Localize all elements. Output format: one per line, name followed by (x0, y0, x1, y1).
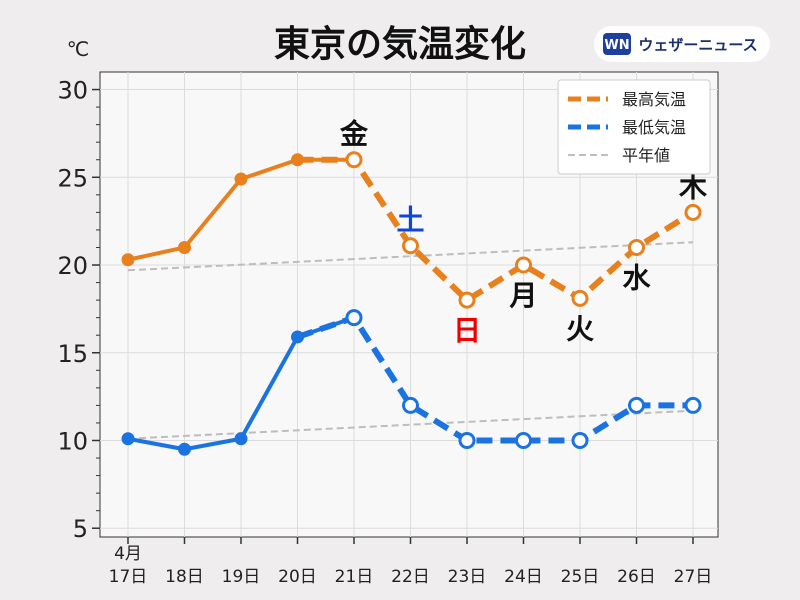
x-tick-label: 22日 (391, 567, 430, 587)
y-tick-label: 25 (57, 164, 88, 192)
x-tick-label: 26日 (617, 567, 656, 587)
low-point (571, 431, 589, 449)
low-point (402, 396, 419, 414)
axes: 5 10 15 20 25 30 17日 18日 19日 20日 21日 22日 23日 24日 25日 26… (57, 77, 712, 587)
legend-label-high: 最高気温 (622, 90, 686, 109)
x-tick-label: 27日 (674, 567, 713, 587)
normal-line-low (127, 409, 694, 440)
high-point (571, 289, 589, 307)
y-tick-label: 30 (57, 77, 88, 105)
x-month-label: 4月 (114, 544, 142, 564)
low-point (458, 431, 476, 449)
day-label: 火 (566, 312, 594, 345)
x-tick-label: 19日 (222, 567, 261, 587)
x-tick-label: 24日 (504, 567, 543, 587)
day-label: 土 (396, 204, 424, 237)
high-forecast-line (297, 156, 695, 304)
x-tick-label: 25日 (561, 567, 600, 587)
low-point (628, 396, 645, 414)
y-unit-label: ℃ (67, 37, 89, 61)
x-tick-label: 21日 (335, 567, 374, 587)
day-label: 金 (339, 118, 369, 151)
low-point (121, 432, 135, 446)
day-label: 月 (508, 279, 537, 312)
low-point (345, 309, 363, 327)
high-point (345, 151, 363, 169)
high-point (515, 256, 532, 274)
y-tick-label: 15 (57, 340, 88, 368)
brand-logo: WN ウェザーニュース (594, 26, 770, 62)
high-point (234, 172, 248, 186)
high-point (291, 153, 304, 167)
brand-mark: WN (604, 38, 629, 53)
legend-label-normal: 平年値 (622, 146, 670, 165)
high-point (628, 238, 645, 256)
legend: 最高気温 最低気温 平年値 (557, 79, 711, 175)
legend-label-low: 最低気温 (622, 118, 686, 137)
x-tick-label: 20日 (278, 567, 317, 587)
series-high (121, 151, 702, 309)
low-forecast-line (296, 314, 693, 444)
low-point (178, 442, 191, 456)
normal-lines (127, 241, 694, 440)
x-tick-label: 18日 (165, 567, 204, 587)
high-point (458, 291, 476, 309)
y-tick-label: 10 (57, 427, 88, 455)
high-point (178, 240, 191, 254)
high-point (402, 237, 419, 255)
y-tick-label: 5 (73, 515, 88, 543)
high-point (121, 253, 135, 267)
chart-title: 東京の気温変化 (274, 23, 526, 65)
brand-name: ウェザーニュース (638, 36, 757, 54)
low-point (684, 396, 702, 414)
series-low (121, 309, 702, 456)
low-point (291, 330, 304, 344)
low-point (234, 432, 248, 446)
low-point (515, 431, 532, 449)
y-tick-label: 20 (57, 252, 88, 280)
day-label: 日 (453, 314, 481, 347)
legend-box (557, 79, 711, 175)
x-tick-label: 23日 (448, 567, 487, 587)
day-label: 木 (678, 170, 707, 203)
x-tick-label: 17日 (109, 567, 148, 587)
high-point (684, 203, 702, 221)
normal-line-high (127, 241, 694, 272)
day-label: 水 (622, 261, 651, 294)
